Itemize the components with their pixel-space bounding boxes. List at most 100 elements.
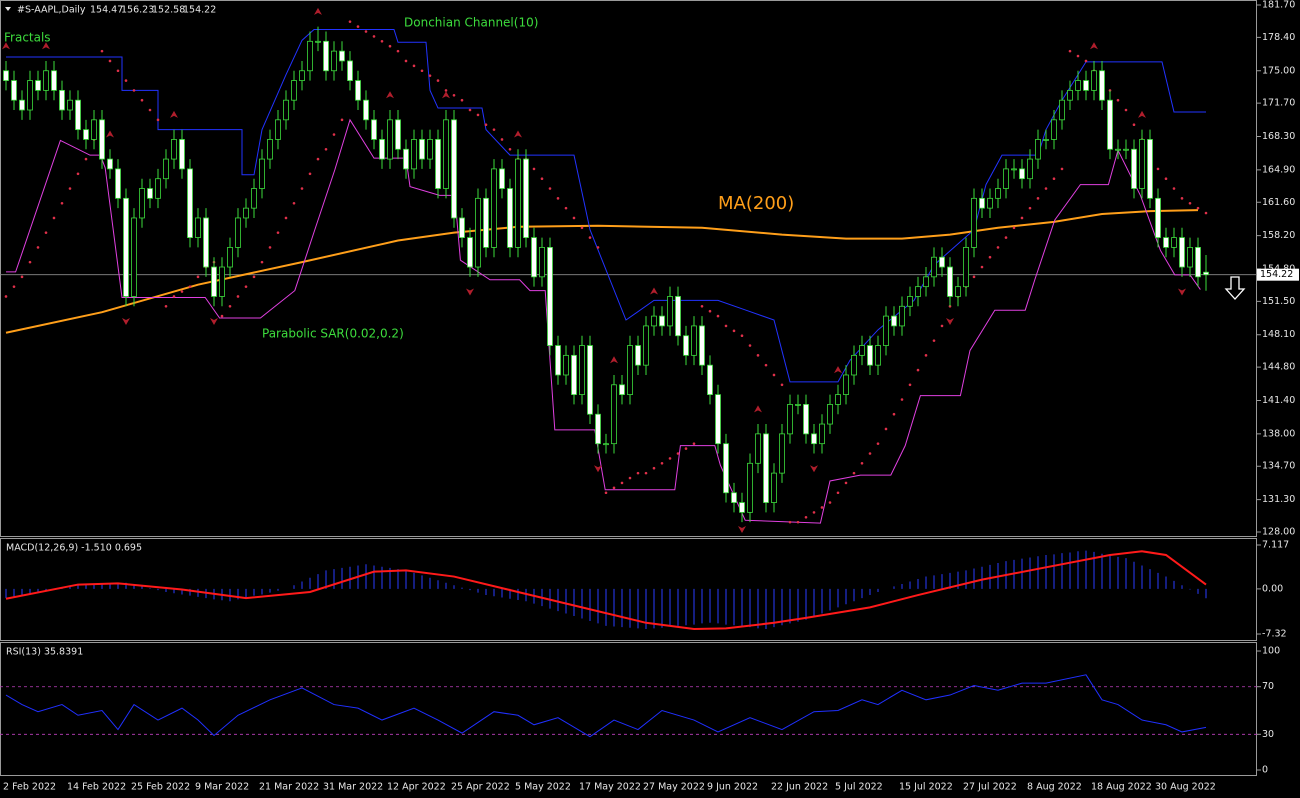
y-tick-label: 138.00 xyxy=(1262,428,1295,439)
y-tick-label: -7.32 xyxy=(1262,629,1287,640)
candle-body xyxy=(819,423,825,445)
x-tick-label: 15 Jul 2022 xyxy=(899,782,953,793)
candle-body xyxy=(467,237,473,268)
sar-dot xyxy=(236,295,240,298)
x-tick-label: 31 Mar 2022 xyxy=(323,782,383,793)
candle-body xyxy=(203,217,209,268)
sar-dot xyxy=(460,98,464,102)
sar-dot xyxy=(668,457,672,460)
sar-dot xyxy=(1052,177,1056,181)
candle-body xyxy=(115,168,121,199)
candle-body xyxy=(179,139,185,170)
candle-body xyxy=(875,345,881,366)
sar-dot xyxy=(4,295,8,298)
y-tick-label: 70 xyxy=(1262,681,1274,692)
sar-dot xyxy=(380,40,384,43)
candle-body xyxy=(739,502,745,513)
sar-dot xyxy=(1004,236,1008,239)
candle-body xyxy=(683,335,689,356)
candle-body xyxy=(155,178,161,199)
sar-dot xyxy=(388,44,392,48)
sar-dot xyxy=(108,59,112,63)
candle-body xyxy=(667,296,673,327)
candle-body xyxy=(475,197,481,268)
x-tick-label: 27 Jul 2022 xyxy=(963,782,1017,793)
fractal-arrow xyxy=(754,405,762,413)
sar-dot xyxy=(364,30,368,33)
sar-dot xyxy=(876,442,880,445)
sar-dot xyxy=(980,265,984,269)
sar-dot xyxy=(468,108,472,112)
candle-body xyxy=(915,286,921,297)
fractal-arrow xyxy=(738,526,746,534)
candle-body xyxy=(939,256,945,268)
sar-dot xyxy=(652,466,656,470)
candle-body xyxy=(659,315,665,327)
sar-dot xyxy=(844,481,848,485)
sar-dot xyxy=(540,177,544,181)
fractal-arrow xyxy=(650,287,658,295)
sar-dot xyxy=(436,79,440,82)
sar-dot xyxy=(700,304,704,308)
sar-dot xyxy=(180,290,184,293)
sar-dot xyxy=(772,373,776,377)
candle-body xyxy=(1035,139,1041,160)
sar-dot xyxy=(1188,201,1192,205)
candle-body xyxy=(963,247,969,288)
candle-body xyxy=(331,50,337,72)
sar-dot xyxy=(28,260,32,264)
candle-body xyxy=(811,433,817,445)
y-tick-label: 158.20 xyxy=(1262,230,1295,241)
candle-body xyxy=(11,80,17,101)
candle-body xyxy=(251,188,257,209)
menu-icon[interactable] xyxy=(5,7,11,11)
sar-dot xyxy=(1156,167,1160,171)
rsi-line xyxy=(5,674,1207,738)
macd-title: MACD(12,26,9) -1.510 0.695 xyxy=(6,543,142,554)
sar-dot xyxy=(1204,211,1208,215)
sar-dot xyxy=(836,491,840,495)
candle-body xyxy=(291,80,297,101)
sar-dot xyxy=(996,246,1000,249)
sar-dot xyxy=(308,172,312,176)
header-value: 152.58 xyxy=(152,5,185,16)
candle-body xyxy=(731,492,737,503)
fractal-arrow xyxy=(834,366,842,374)
sar-dot xyxy=(756,354,760,357)
sar-dot xyxy=(788,520,792,524)
sar-dot xyxy=(1180,197,1184,200)
sar-dot xyxy=(604,491,608,495)
candle-body xyxy=(43,70,49,91)
candle-body xyxy=(1155,197,1161,238)
candle-body xyxy=(723,443,729,494)
candle-body xyxy=(587,345,593,415)
x-tick-label: 25 Feb 2022 xyxy=(131,782,190,793)
sar-dot xyxy=(228,304,232,308)
candle-body xyxy=(147,188,153,199)
annotation: Donchian Channel(10) xyxy=(404,16,538,30)
sar-dot xyxy=(716,314,720,318)
y-tick-label: 128.00 xyxy=(1262,527,1295,538)
candle-body xyxy=(555,345,561,376)
macd-indicator: 7.117 0.00 -7.32 xyxy=(5,540,1289,640)
x-tick-label: 14 Feb 2022 xyxy=(67,782,126,793)
candle-body xyxy=(499,168,505,189)
candle-body xyxy=(835,394,841,405)
candle-body xyxy=(651,315,657,327)
sar-dot xyxy=(404,59,408,63)
candle-body xyxy=(923,276,929,288)
candle-body xyxy=(1099,70,1105,101)
candle-body xyxy=(211,266,217,297)
x-tick-label: 25 Apr 2022 xyxy=(451,782,510,793)
candle-body xyxy=(35,80,41,91)
candle-body xyxy=(371,119,377,140)
sar-dot xyxy=(588,236,592,239)
sar-dot xyxy=(1044,187,1048,190)
candle-body xyxy=(867,345,873,366)
sar-dot xyxy=(348,20,352,23)
candle-body xyxy=(267,139,273,160)
sar-dot xyxy=(164,304,168,308)
candle-body xyxy=(347,60,353,81)
sar-dot xyxy=(12,285,16,288)
